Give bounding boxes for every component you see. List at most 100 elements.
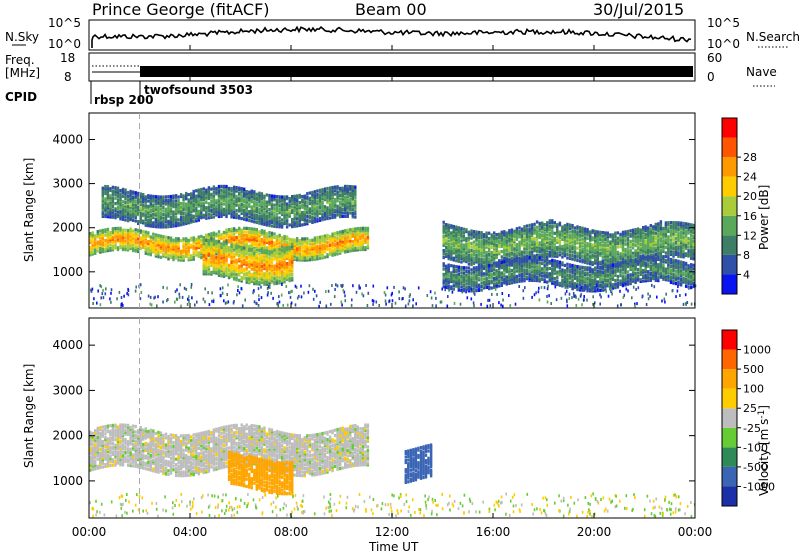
power-cell: [104, 188, 107, 192]
power-cell: [326, 186, 329, 191]
power-cell: [137, 228, 140, 232]
power-cell: [250, 255, 253, 259]
power-cell: [326, 216, 329, 221]
power-cell: [255, 277, 258, 281]
power-cell: [273, 207, 276, 211]
power-cell: [154, 221, 158, 225]
power-cell: [662, 246, 665, 250]
power-cell: [639, 239, 642, 243]
power-cell: [131, 195, 135, 199]
power-cell: [351, 208, 354, 212]
power-cell: [291, 196, 294, 200]
power-cell: [258, 280, 261, 284]
power-cell: [493, 234, 496, 239]
power-cell: [142, 244, 145, 248]
power-cell: [563, 227, 567, 231]
power-cell: [106, 245, 110, 249]
power-cell: [339, 206, 342, 210]
power-cell: [452, 280, 455, 284]
power-cell: [142, 219, 145, 223]
power-cell: [634, 254, 637, 258]
power-cell: [664, 226, 668, 230]
power-cell: [561, 225, 564, 229]
power-cell: [654, 240, 657, 244]
power-cell: [616, 250, 620, 254]
power-cell: [311, 243, 314, 247]
power-cell: [106, 247, 110, 251]
power-cell: [442, 234, 445, 239]
power-cell: [311, 204, 314, 209]
power-cell: [291, 210, 294, 214]
power-cell: [283, 242, 286, 246]
power-cell: [144, 213, 147, 217]
power-cell: [192, 205, 195, 209]
power-cell: [232, 194, 236, 198]
power-cell: [210, 270, 213, 274]
power-cell: [250, 256, 253, 261]
power-cell: [667, 237, 670, 241]
power-cell: [253, 252, 256, 256]
power-cell: [328, 212, 332, 216]
power-cell: [323, 245, 327, 249]
power-cell: [323, 212, 327, 216]
power-cell: [217, 184, 221, 189]
power-cell: [530, 246, 534, 250]
power-cell: [546, 254, 549, 258]
power-cell: [558, 246, 562, 250]
power-cell: [344, 198, 347, 203]
power-cell: [500, 232, 503, 236]
power-cell: [250, 219, 253, 223]
power-cell: [583, 253, 587, 257]
power-cell: [306, 211, 309, 215]
power-cell: [235, 237, 238, 241]
power-cell: [91, 252, 94, 256]
power-cell: [591, 236, 594, 240]
power-cell: [106, 186, 110, 191]
power-cell: [147, 241, 150, 245]
power-cell: [106, 234, 110, 239]
power-cell: [601, 245, 604, 249]
power-cell: [172, 242, 175, 246]
power-cell: [364, 237, 367, 241]
power-cell: [321, 191, 324, 195]
power-cell: [116, 226, 120, 230]
power-cell: [255, 208, 258, 212]
power-cell: [316, 257, 319, 261]
power-cell: [467, 258, 471, 262]
power-cell: [142, 205, 145, 209]
power-cell: [336, 231, 339, 235]
power-cell: [119, 197, 122, 201]
power-cell: [366, 235, 370, 239]
power-cell: [243, 214, 246, 218]
power-cell: [561, 237, 564, 241]
power-cell: [164, 218, 168, 222]
power-cell: [235, 241, 238, 245]
power-cell: [126, 248, 130, 252]
power-cell: [263, 196, 266, 200]
power-cell: [119, 244, 122, 248]
power-cell: [687, 245, 690, 249]
power-cell: [679, 247, 683, 252]
power-cell: [243, 192, 246, 197]
power-cell: [518, 226, 521, 230]
power-cell: [515, 243, 519, 247]
power-cell: [445, 264, 448, 268]
power-cell: [493, 238, 496, 242]
power-cell: [354, 236, 357, 240]
power-cell: [197, 200, 200, 204]
power-cell: [487, 261, 491, 265]
power-cell: [152, 244, 155, 249]
power-cell: [586, 233, 589, 237]
power-cell: [318, 237, 322, 241]
power-cell: [230, 199, 233, 203]
power-cell: [546, 226, 549, 230]
power-cell: [225, 199, 228, 203]
power-cell: [149, 196, 152, 200]
power-cell: [116, 202, 120, 206]
power-cell: [331, 210, 334, 214]
power-cell: [285, 269, 289, 273]
power-cell: [215, 208, 218, 212]
power-cell: [649, 231, 652, 235]
power-cell: [230, 246, 233, 250]
power-cell: [240, 195, 243, 199]
